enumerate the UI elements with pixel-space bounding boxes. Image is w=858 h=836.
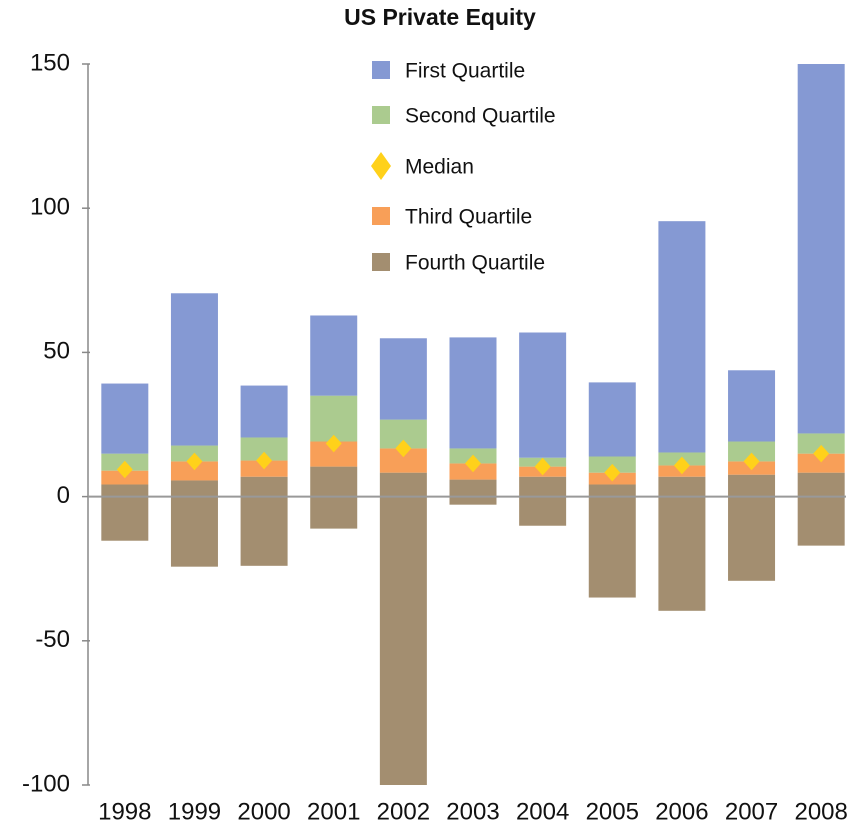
x-tick-label: 2005 — [586, 798, 639, 825]
y-tick-label: 0 — [57, 482, 70, 509]
bar-segment — [519, 476, 567, 526]
x-tick-label: 2002 — [377, 798, 430, 825]
bar-segment — [170, 480, 218, 567]
x-tick-label: 2000 — [237, 798, 290, 825]
bar-segment — [240, 385, 288, 438]
median-marker — [604, 463, 621, 482]
median-marker — [325, 434, 342, 453]
median-marker — [465, 454, 481, 473]
legend-label: First Quartile — [405, 60, 525, 83]
median-marker — [534, 457, 551, 476]
bar-segment — [588, 382, 636, 457]
legend-marker — [371, 152, 391, 180]
x-tick-label: 2003 — [446, 798, 499, 825]
bar-segment — [797, 64, 845, 434]
bar-segment — [101, 484, 149, 541]
bar-segment — [170, 461, 218, 481]
chart-title: US Private Equity — [344, 4, 536, 30]
median-marker — [743, 452, 760, 471]
legend-swatch — [372, 61, 390, 79]
legend-label: Third Quartile — [405, 206, 532, 229]
y-tick-label: 50 — [43, 338, 70, 365]
x-tick-label: 2008 — [794, 798, 847, 825]
median-marker — [395, 439, 412, 458]
legend-swatch — [372, 106, 390, 124]
bar-segment — [728, 474, 776, 581]
legend-label: Fourth Quartile — [405, 252, 545, 275]
bar-segment — [658, 221, 706, 453]
y-tick-label: -100 — [22, 770, 70, 797]
x-tick-label: 2007 — [725, 798, 778, 825]
bar-segment — [240, 476, 288, 566]
y-tick-label: 150 — [30, 49, 70, 76]
bar-segment — [101, 383, 149, 454]
bar-segment — [170, 293, 218, 446]
median-marker — [186, 452, 203, 471]
x-tick-label: 1998 — [98, 798, 151, 825]
bar-segment — [728, 441, 776, 462]
bar-segment — [728, 370, 776, 442]
legend-swatch — [372, 253, 390, 271]
bar-segment — [379, 338, 427, 420]
median-marker — [256, 451, 273, 470]
bar-segment — [658, 476, 706, 611]
bar-segment — [379, 472, 427, 785]
median-marker — [673, 456, 690, 475]
bar-segment — [449, 479, 497, 505]
x-tick-label: 2006 — [655, 798, 708, 825]
x-tick-label: 2001 — [307, 798, 360, 825]
bar-segment — [797, 453, 845, 473]
median-marker — [813, 444, 830, 463]
y-tick-label: -50 — [35, 626, 70, 653]
legend-label: Second Quartile — [405, 105, 556, 128]
bar-segment — [797, 472, 845, 546]
bar-segment — [310, 395, 358, 442]
bar-segment — [797, 433, 845, 454]
x-tick-label: 1999 — [168, 798, 221, 825]
bar-segment — [519, 332, 567, 458]
legend-swatch — [372, 207, 390, 225]
legend-label: Median — [405, 156, 474, 179]
bar-segment — [240, 437, 288, 461]
median-marker — [116, 460, 133, 479]
bar-segment — [588, 484, 636, 598]
y-tick-label: 100 — [30, 194, 70, 221]
bar-segment — [449, 337, 497, 449]
x-tick-label: 2004 — [516, 798, 569, 825]
bar-segment — [310, 466, 358, 529]
bar-segment — [310, 315, 358, 396]
